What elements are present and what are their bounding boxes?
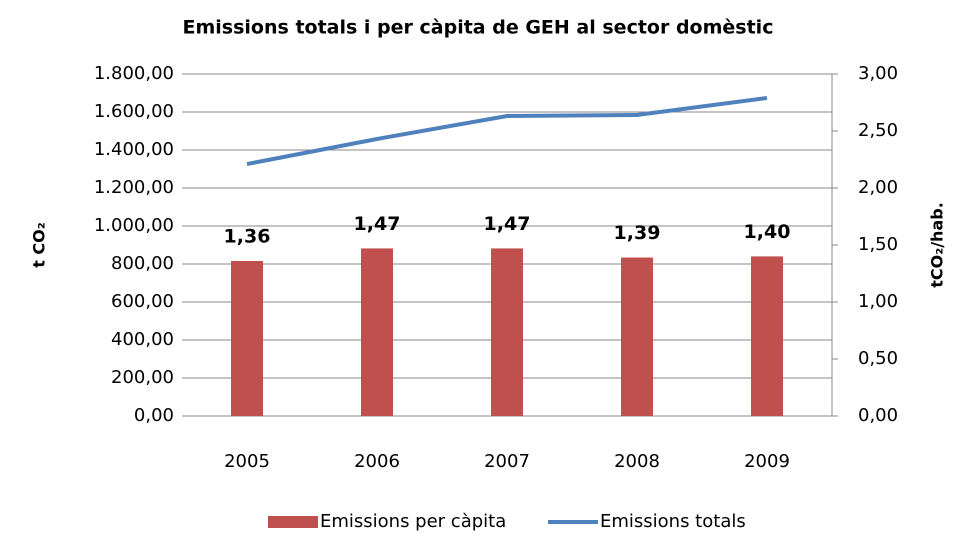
legend-swatch — [268, 516, 318, 528]
y-tick-label: 1.000,00 — [94, 215, 174, 236]
y-tick-label: 1.200,00 — [94, 177, 174, 198]
y-tick-label: 1.800,00 — [94, 63, 174, 84]
value-label: 1,47 — [484, 213, 531, 235]
value-label: 1,36 — [224, 225, 271, 247]
x-tick-label: 2007 — [484, 451, 530, 472]
y2-tick-label: 0,00 — [858, 405, 898, 426]
x-tick-label: 2006 — [354, 451, 400, 472]
value-label: 1,39 — [614, 222, 661, 244]
y2-tick-label: 2,50 — [858, 120, 898, 141]
y2-axis-title: tCO₂/hab. — [928, 202, 947, 288]
value-label: 1,40 — [744, 221, 791, 243]
value-label: 1,47 — [354, 213, 401, 235]
legend-label: Emissions per càpita — [320, 511, 506, 532]
y2-tick-label: 0,50 — [858, 348, 898, 369]
y-tick-label: 1.600,00 — [94, 101, 174, 122]
legend-label: Emissions totals — [600, 511, 746, 532]
x-tick-label: 2005 — [224, 451, 270, 472]
y-tick-label: 600,00 — [111, 291, 174, 312]
bar — [751, 256, 783, 416]
chart-title: Emissions totals i per càpita de GEH al … — [183, 17, 774, 39]
bar — [491, 248, 523, 416]
x-tick-label: 2008 — [614, 451, 660, 472]
y2-tick-label: 1,50 — [858, 234, 898, 255]
bar — [231, 260, 263, 416]
y-tick-label: 1.400,00 — [94, 139, 174, 160]
y2-tick-label: 1,00 — [858, 291, 898, 312]
y-axis-title: t CO₂ — [30, 222, 49, 268]
y2-tick-label: 3,00 — [858, 63, 898, 84]
y-tick-label: 200,00 — [111, 367, 174, 388]
x-tick-label: 2009 — [744, 451, 790, 472]
bar — [621, 257, 653, 416]
line — [246, 95, 768, 167]
y-tick-label: 400,00 — [111, 329, 174, 350]
y-tick-label: 0,00 — [134, 405, 174, 426]
bar — [361, 248, 393, 416]
y2-tick-label: 2,00 — [858, 177, 898, 198]
y-tick-label: 800,00 — [111, 253, 174, 274]
